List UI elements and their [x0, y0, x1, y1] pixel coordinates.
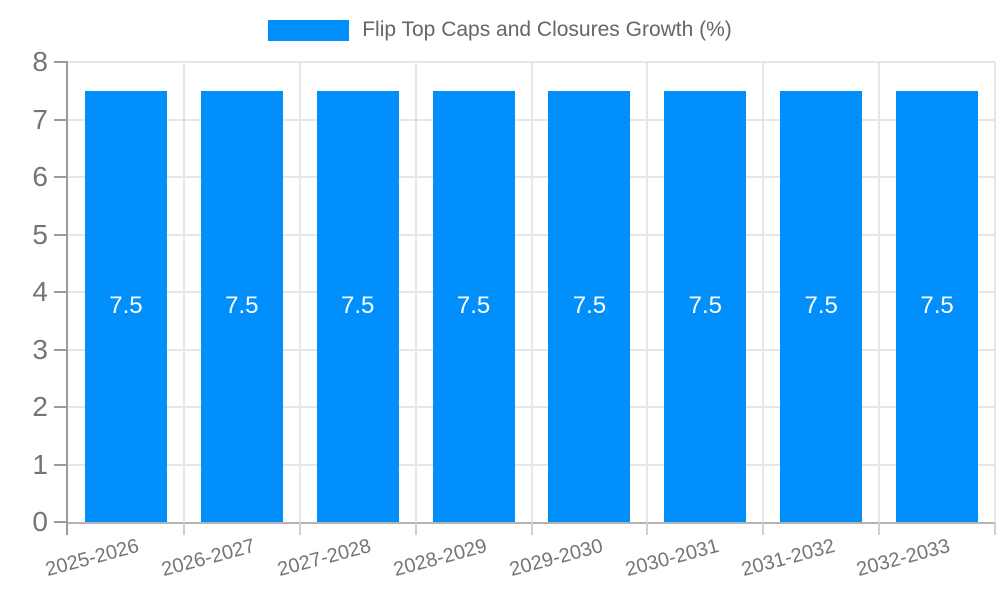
gridline-vertical: [762, 62, 765, 522]
x-axis-label: 2030-2031: [622, 535, 722, 582]
x-axis-tick: [994, 522, 996, 535]
x-axis-tick: [530, 522, 533, 535]
y-axis-tick: [54, 406, 68, 408]
x-axis-tick: [878, 522, 881, 535]
y-axis-label: 1: [32, 448, 48, 480]
y-axis-tick: [54, 176, 68, 178]
x-axis-tick: [762, 522, 765, 535]
legend-item[interactable]: Flip Top Caps and Closures Growth (%): [0, 14, 1000, 46]
bar-value-label: 7.5: [920, 292, 954, 320]
y-axis-tick: [54, 233, 68, 236]
gridline-vertical: [646, 62, 649, 522]
x-axis-tick: [298, 522, 301, 535]
x-axis-label: 2029-2030: [507, 535, 606, 582]
x-axis-tick: [646, 522, 649, 535]
gridline-vertical: [298, 62, 301, 522]
bar-2030-2031[interactable]: 7.5: [664, 90, 747, 522]
y-axis-label: 5: [32, 218, 48, 250]
bar-2027-2028[interactable]: 7.5: [316, 90, 399, 522]
gridline-vertical: [182, 62, 185, 522]
x-axis-label-wrap: 2030-2031: [465, 535, 721, 581]
x-axis-tick: [182, 522, 185, 535]
bar-value-label: 7.5: [225, 292, 259, 320]
x-axis-tick: [66, 522, 68, 535]
y-axis-label: 2: [32, 391, 48, 422]
gridline-vertical: [414, 62, 417, 522]
x-axis-label: 2032-2033: [854, 535, 953, 582]
bar-value-label: 7.5: [688, 292, 722, 320]
bar-value-label: 7.5: [572, 292, 607, 320]
x-axis-label: 2026-2027: [159, 535, 258, 582]
y-axis-label: 4: [32, 276, 48, 307]
y-axis-line: [66, 62, 68, 535]
x-axis-label: 2027-2028: [275, 535, 374, 582]
x-axis-label-wrap: 2029-2030: [349, 535, 605, 581]
x-axis-label: 2025-2026: [43, 535, 142, 582]
bar-2026-2027[interactable]: 7.5: [200, 90, 283, 522]
y-axis-tick: [54, 348, 68, 351]
y-axis-label: 6: [32, 161, 48, 192]
x-axis-label-wrap: 2031-2032: [581, 535, 837, 581]
gridline-vertical: [530, 62, 533, 522]
y-axis-tick: [54, 61, 68, 63]
gridline-vertical: [994, 62, 996, 522]
y-axis-label: 3: [32, 333, 48, 365]
bar-2031-2032[interactable]: 7.5: [780, 90, 863, 522]
y-axis-label: 0: [32, 506, 48, 537]
bar-2029-2030[interactable]: 7.5: [548, 90, 631, 522]
bar-2032-2033[interactable]: 7.5: [896, 90, 979, 522]
y-axis-tick: [54, 291, 68, 293]
y-axis-tick: [54, 521, 68, 523]
bar-value-label: 7.5: [456, 292, 491, 320]
gridline-vertical: [878, 62, 881, 522]
x-axis-tick: [414, 522, 417, 535]
bar-value-label: 7.5: [341, 292, 375, 320]
y-axis-label: 8: [32, 46, 48, 77]
y-axis-label: 7: [32, 103, 48, 135]
x-axis-label-wrap: 2028-2029: [234, 535, 489, 581]
x-axis-label-wrap: 2032-2033: [697, 535, 953, 581]
bar-2025-2026[interactable]: 7.5: [84, 90, 167, 522]
bar-value-label: 7.5: [804, 292, 838, 320]
x-axis-label: 2031-2032: [738, 535, 837, 582]
x-axis-label-wrap: 2027-2028: [118, 535, 373, 581]
x-axis-label: 2028-2029: [391, 535, 490, 582]
y-axis-tick: [54, 118, 68, 121]
legend-swatch: [268, 19, 350, 41]
legend-label: Flip Top Caps and Closures Growth (%): [362, 18, 732, 41]
bar-2028-2029[interactable]: 7.5: [432, 90, 515, 522]
y-axis-tick: [54, 463, 68, 466]
bar-value-label: 7.5: [109, 292, 143, 320]
